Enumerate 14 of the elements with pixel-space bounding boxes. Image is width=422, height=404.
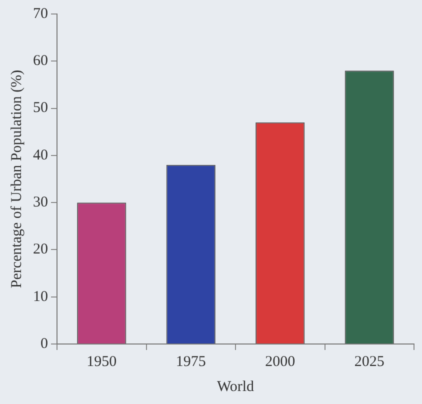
y-tick-label: 70 [33, 6, 48, 22]
y-axis-title: Percentage of Urban Population (%) [8, 70, 25, 288]
x-tick-label: 2000 [265, 354, 296, 370]
x-tick-label: 2025 [354, 354, 384, 370]
y-tick-label: 0 [40, 336, 48, 352]
y-tick-label: 50 [33, 100, 48, 116]
x-tick-label: 1975 [176, 354, 206, 370]
x-axis-title: World [216, 378, 255, 395]
y-tick-label: 20 [33, 242, 48, 258]
y-tick-label: 10 [33, 288, 48, 305]
y-tick-label: 60 [33, 53, 48, 70]
y-tick-label: 30 [33, 194, 48, 211]
x-tick-label: 1950 [86, 354, 117, 370]
y-tick-label: 40 [33, 147, 48, 164]
